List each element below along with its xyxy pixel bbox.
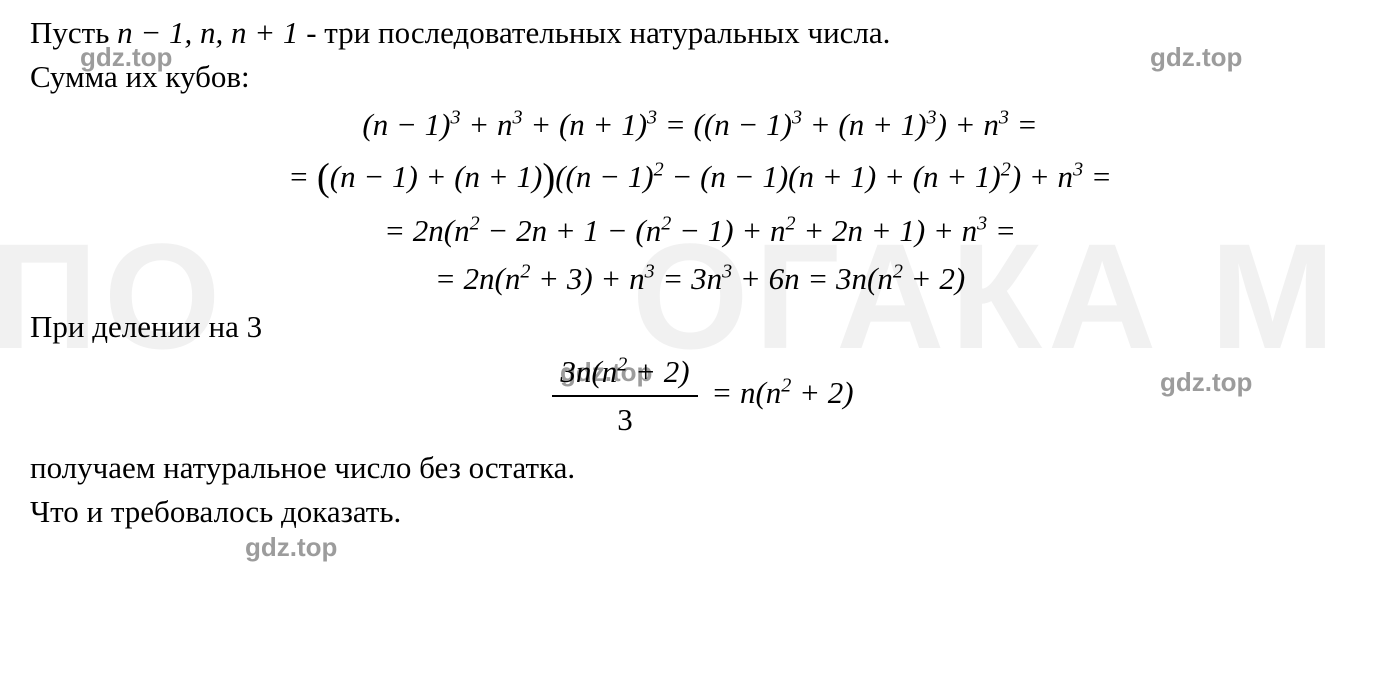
equation-line-2: = ((n − 1) + (n + 1))((n − 1)2 − (n − 1)…: [30, 152, 1370, 204]
intro-prefix: Пусть: [30, 15, 117, 50]
intro-suffix: - три последовательных натуральных числа…: [298, 15, 890, 50]
fraction-numerator: 3n(n2 + 2): [552, 351, 697, 397]
outro-line-2: Что и требовалось доказать.: [30, 491, 1370, 533]
fraction-denominator: 3: [552, 397, 697, 441]
fraction-line: 3n(n2 + 2) 3 = n(n2 + 2): [30, 351, 1370, 441]
equation-line-1: (n − 1)3 + n3 + (n + 1)3 = ((n − 1)3 + (…: [30, 104, 1370, 146]
equation-line-3: = 2n(n2 − 2n + 1 − (n2 − 1) + n2 + 2n + …: [30, 210, 1370, 252]
watermark-bottom-left: gdz.top: [245, 530, 337, 565]
divide-label: При делении на 3: [30, 306, 1370, 348]
intro-math: n − 1, n, n + 1: [117, 15, 298, 50]
fraction-rhs: = n(n2 + 2): [704, 375, 854, 410]
sum-label: Сумма их кубов:: [30, 56, 1370, 98]
intro-line: Пусть n − 1, n, n + 1 - три последовател…: [30, 12, 1370, 54]
outro-line-1: получаем натуральное число без остатка.: [30, 447, 1370, 489]
equation-line-4: = 2n(n2 + 3) + n3 = 3n3 + 6n = 3n(n2 + 2…: [30, 258, 1370, 300]
